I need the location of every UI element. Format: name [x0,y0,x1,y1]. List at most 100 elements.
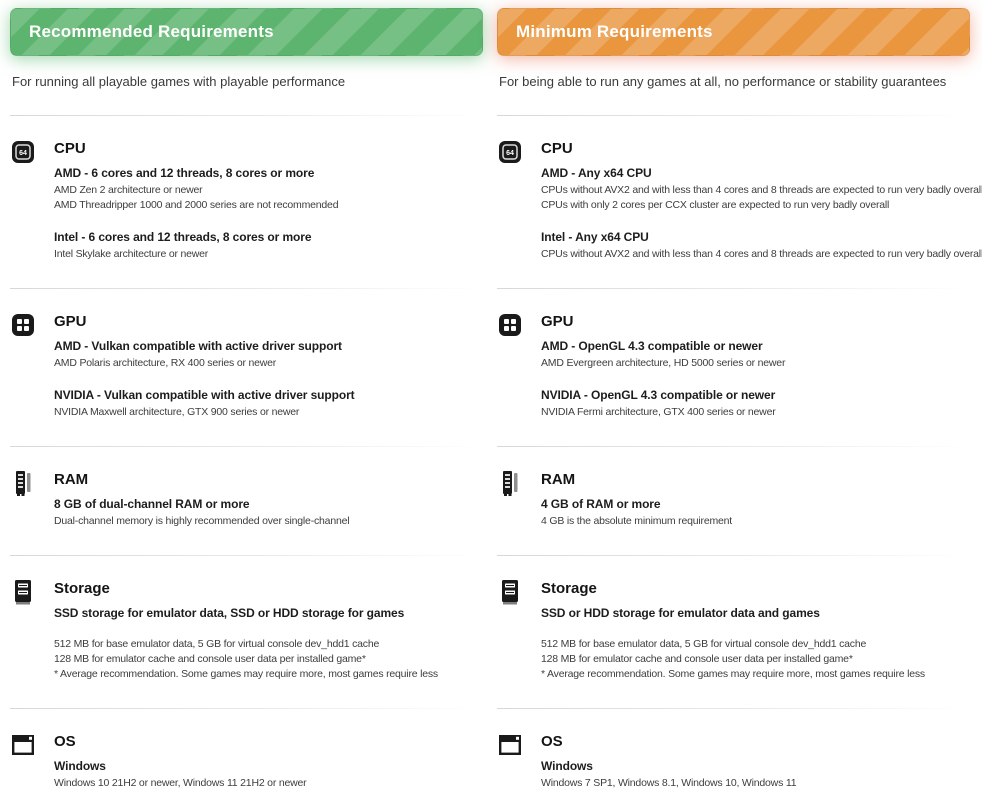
column-subtitle: For being able to run any games at all, … [499,74,947,89]
section-divider [497,115,970,116]
section-title: GPU [54,313,87,330]
section-content: OS Windows Windows 7 SP1, Windows 8.1, Win… [541,731,970,791]
section-icon-cell [10,469,54,529]
section-icon-cell [10,311,54,420]
requirement-detail: 512 MB for base emulator data, 5 GB for … [54,638,380,650]
section-ram: RAM 8 GB of dual-channel RAM or more Dual-… [10,469,483,529]
ram-icon [497,470,523,496]
section-icon-cell [10,731,54,791]
requirement-detail: 512 MB for base emulator data, 5 GB for … [541,638,867,650]
requirement-detail: AMD Polaris architecture, RX 400 series … [54,357,277,369]
requirement-heading: Windows [541,759,593,773]
section-divider [497,288,970,289]
section-storage: Storage SSD or HDD storage for emulator d… [497,578,970,682]
section-content: CPU AMD - 6 cores and 12 threads, 8 cores… [54,138,483,262]
section-divider [10,446,483,447]
section-gpu: GPU AMD - OpenGL 4.3 compatible or newer A… [497,311,970,420]
requirement-detail: NVIDIA Fermi architecture, GTX 400 serie… [541,406,776,418]
section-title: RAM [54,471,89,488]
section-cpu: 64 CPU AMD - 6 cores and 12 threads, 8 cor… [10,138,483,262]
section-divider [497,446,970,447]
recommended-banner: Recommended Requirements [10,8,483,56]
section-icon-cell: 64 [497,138,541,262]
requirement-group: Windows Windows 7 SP1, Windows 8.1, Windo… [541,759,970,791]
requirement-group: SSD storage for emulator data, SSD or HD… [54,606,483,620]
banner-title: Recommended Requirements [29,22,274,41]
section-ram: RAM 4 GB of RAM or more 4 GB is the absolu… [497,469,970,529]
requirement-heading: AMD - 6 cores and 12 threads, 8 cores or… [54,166,315,180]
requirement-group: SSD or HDD storage for emulator data and… [541,606,970,620]
requirement-detail: Intel Skylake architecture or newer [54,248,209,260]
section-icon-cell [497,731,541,791]
section-content: OS Windows Windows 10 21H2 or newer, Windo… [54,731,483,791]
requirement-detail: AMD Zen 2 architecture or newer [54,184,203,196]
requirement-detail: CPUs without AVX2 and with less than 4 c… [541,248,982,260]
cpu-icon: 64 [10,139,36,165]
section-title: OS [541,733,563,750]
requirement-group: 8 GB of dual-channel RAM or more Dual-cha… [54,497,483,529]
requirement-detail: CPUs with only 2 cores per CCX cluster a… [541,199,890,211]
requirement-heading: 8 GB of dual-channel RAM or more [54,497,250,511]
requirement-detail: AMD Threadripper 1000 and 2000 series ar… [54,199,339,211]
section-icon-cell [497,469,541,529]
column-recommended: Recommended Requirements For running all … [10,8,483,791]
section-icon-cell [497,311,541,420]
minimum-banner: Minimum Requirements [497,8,970,56]
requirement-heading: 4 GB of RAM or more [541,497,661,511]
svg-text:64: 64 [506,150,514,157]
banner-title: Minimum Requirements [516,22,713,41]
requirement-group: 4 GB of RAM or more 4 GB is the absolute … [541,497,970,529]
requirement-detail: AMD Evergreen architecture, HD 5000 seri… [541,357,786,369]
requirement-group: AMD - 6 cores and 12 threads, 8 cores or… [54,166,483,213]
gpu-icon [10,312,36,338]
requirement-heading: SSD storage for emulator data, SSD or HD… [54,606,405,620]
os-icon [497,732,523,758]
section-os: OS Windows Windows 7 SP1, Windows 8.1, Win… [497,731,970,791]
ram-icon [10,470,36,496]
section-divider [10,288,483,289]
section-title: Storage [541,580,597,597]
requirement-group: AMD - Vulkan compatible with active driv… [54,339,483,371]
section-content: CPU AMD - Any x64 CPU CPUs without AVX2 an… [541,138,982,262]
cpu-icon: 64 [497,139,523,165]
requirement-group: Intel - 6 cores and 12 threads, 8 cores … [54,230,483,262]
requirement-group: AMD - Any x64 CPU CPUs without AVX2 and w… [541,166,982,213]
column-subtitle: For running all playable games with play… [12,74,346,89]
section-icon-cell [497,578,541,682]
requirement-group: Windows Windows 10 21H2 or newer, Windows… [54,759,483,791]
section-icon-cell: 64 [10,138,54,262]
requirement-heading: Intel - Any x64 CPU [541,230,649,244]
requirement-group: NVIDIA - OpenGL 4.3 compatible or newer N… [541,388,970,420]
section-gpu: GPU AMD - Vulkan compatible with active d… [10,311,483,420]
requirement-group: 512 MB for base emulator data, 5 GB for … [541,637,970,682]
requirement-heading: AMD - Any x64 CPU [541,166,652,180]
requirement-detail: 4 GB is the absolute minimum requirement [541,515,733,527]
requirement-detail: NVIDIA Maxwell architecture, GTX 900 ser… [54,406,300,418]
gpu-icon [497,312,523,338]
requirement-group: NVIDIA - Vulkan compatible with active d… [54,388,483,420]
section-title: OS [54,733,76,750]
os-icon [10,732,36,758]
requirement-detail: Dual-channel memory is highly recommende… [54,515,350,527]
requirement-detail: * Average recommendation. Some games may… [541,668,925,680]
section-storage: Storage SSD storage for emulator data, SS… [10,578,483,682]
requirement-heading: NVIDIA - Vulkan compatible with active d… [54,388,355,402]
requirement-group: AMD - OpenGL 4.3 compatible or newer AMD … [541,339,970,371]
section-divider [10,115,483,116]
requirement-detail: 128 MB for emulator cache and console us… [54,653,366,665]
section-content: Storage SSD storage for emulator data, SS… [54,578,483,682]
section-title: CPU [54,140,86,157]
section-title: RAM [541,471,576,488]
section-cpu: 64 CPU AMD - Any x64 CPU CPUs without AVX2 … [497,138,982,262]
requirement-group: Intel - Any x64 CPU CPUs without AVX2 and… [541,230,982,262]
requirement-detail: * Average recommendation. Some games may… [54,668,438,680]
section-title: CPU [541,140,573,157]
requirement-detail: Windows 10 21H2 or newer, Windows 11 21H… [54,777,307,789]
requirement-group: 512 MB for base emulator data, 5 GB for … [54,637,483,682]
requirement-heading: SSD or HDD storage for emulator data and… [541,606,820,620]
section-content: RAM 8 GB of dual-channel RAM or more Dual-… [54,469,483,529]
section-divider [10,708,483,709]
section-content: GPU AMD - Vulkan compatible with active d… [54,311,483,420]
section-divider [497,708,970,709]
